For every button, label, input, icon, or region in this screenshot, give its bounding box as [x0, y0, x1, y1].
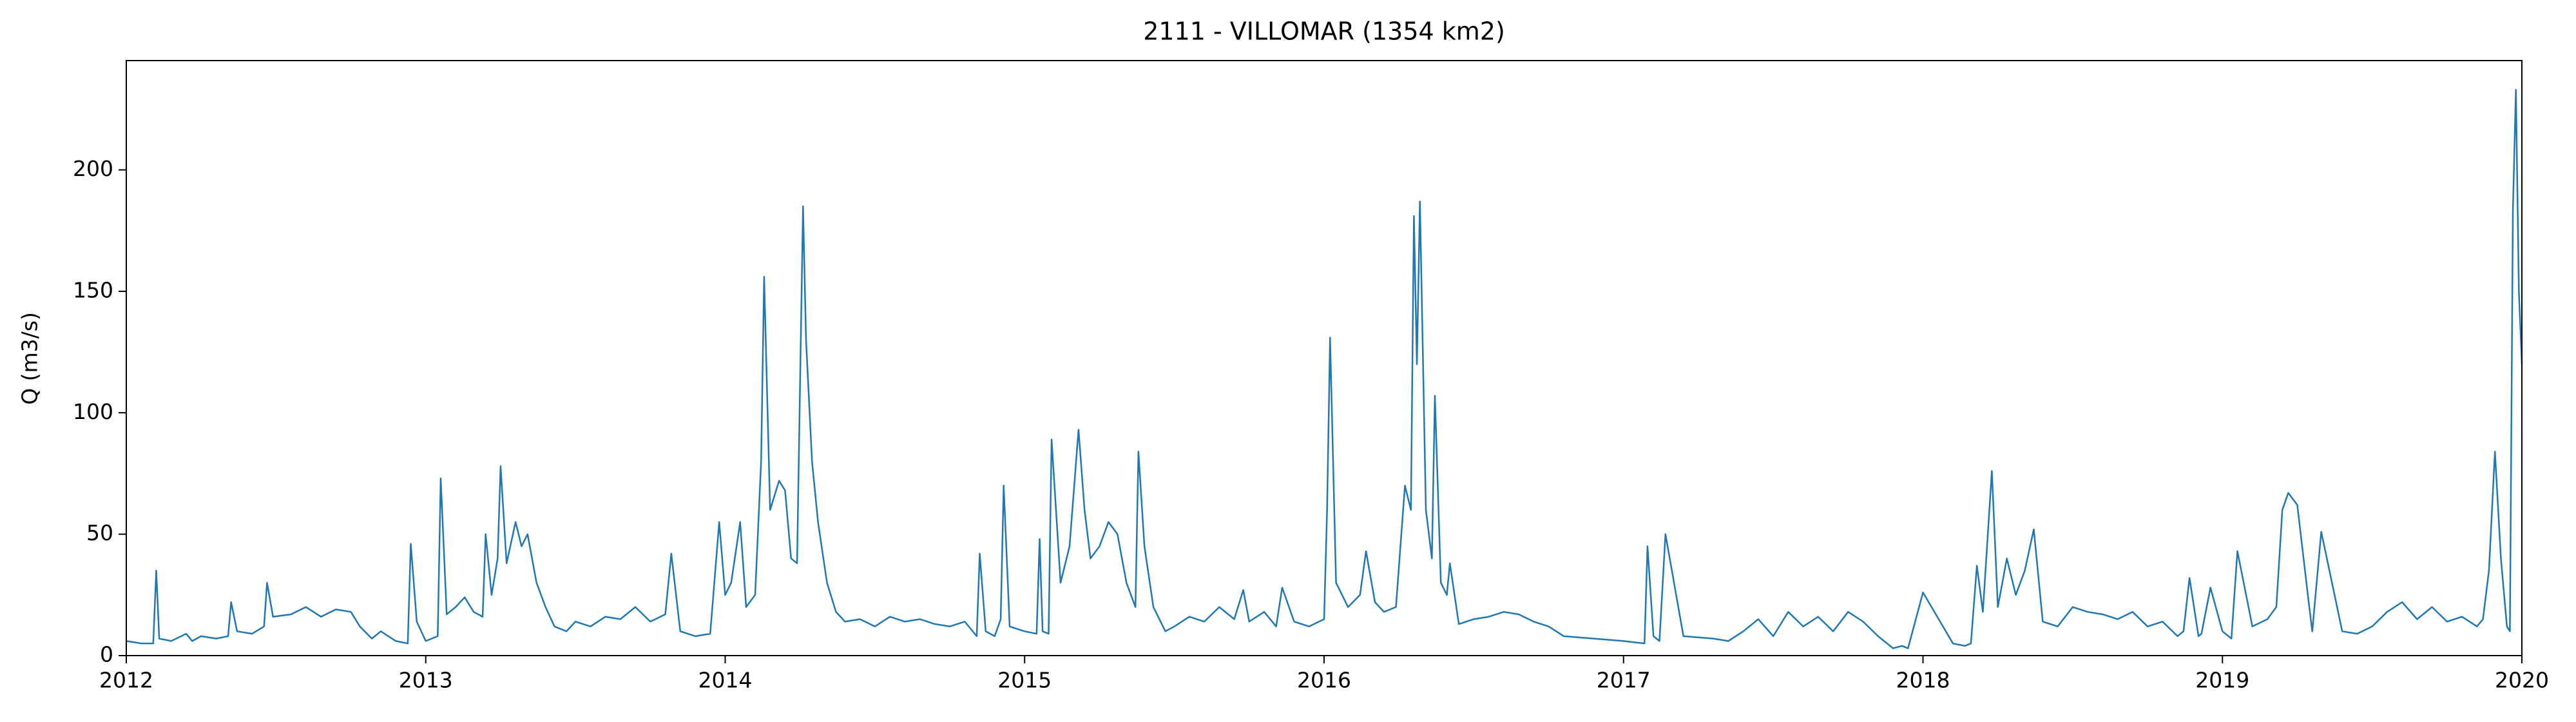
- y-tick-label: 100: [73, 399, 113, 424]
- y-axis-label: Q (m3/s): [17, 312, 43, 405]
- x-tick-label: 2015: [997, 668, 1052, 693]
- y-tick-label: 50: [86, 520, 113, 545]
- y-tick-label: 0: [100, 642, 113, 667]
- data-line: [126, 88, 2523, 649]
- x-tick-label: 2018: [1896, 668, 1950, 693]
- plot-frame: [126, 60, 2523, 656]
- x-tick-label: 2014: [698, 668, 753, 693]
- x-tick-label: 2013: [399, 668, 453, 693]
- x-tick-label: 2012: [99, 668, 153, 693]
- y-tick-label: 150: [73, 277, 113, 302]
- y-tick-label: 200: [73, 156, 113, 181]
- x-tick-label: 2020: [2495, 668, 2549, 693]
- chart-title: 2111 - VILLOMAR (1354 km2): [1143, 17, 1505, 46]
- x-tick-label: 2019: [2195, 668, 2249, 693]
- x-tick-label: 2017: [1597, 668, 1651, 693]
- x-tick-label: 2016: [1297, 668, 1351, 693]
